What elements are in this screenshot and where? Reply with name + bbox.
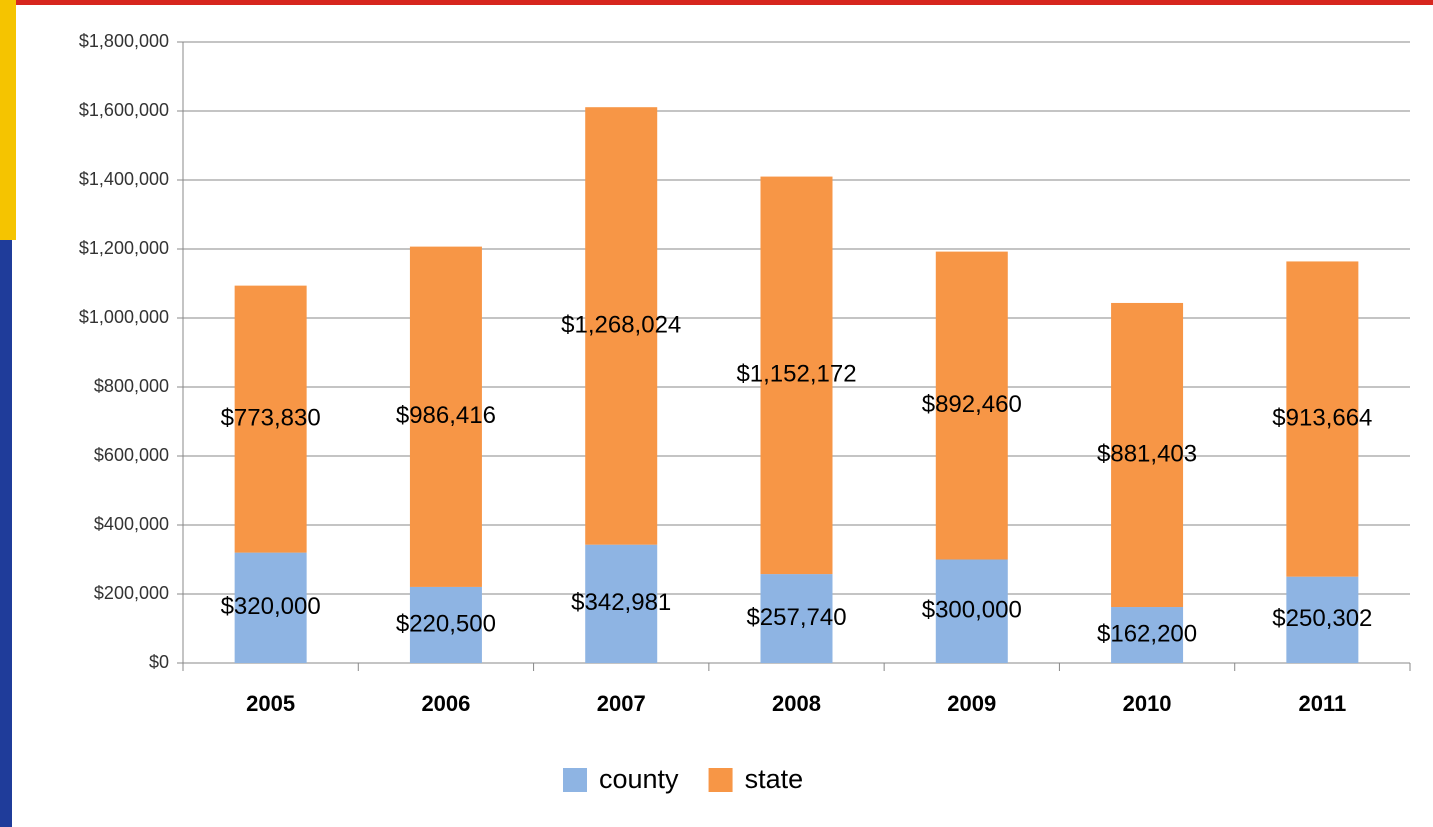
y-tick-label: $1,200,000 [79,238,169,258]
bar-segment [234,552,307,663]
bar-segment [1286,261,1359,577]
bar-segment [935,559,1008,663]
left-border-bottom [0,240,12,827]
y-tick-label: $200,000 [94,583,169,603]
x-tick-label: 2009 [947,691,996,716]
data-label: $1,152,172 [736,361,856,388]
x-tick-label: 2011 [1298,691,1346,716]
data-label: $913,664 [1272,404,1372,431]
left-border-top [0,0,16,240]
y-tick-label: $600,000 [94,445,169,465]
bar-segment [585,544,658,663]
legend-label: state [745,764,804,794]
y-tick-label: $400,000 [94,514,169,534]
x-tick-label: 2007 [597,691,646,716]
bar-segment [1111,302,1184,608]
data-label: $986,416 [396,402,496,429]
data-label: $342,981 [571,589,671,616]
y-tick-label: $1,400,000 [79,169,169,189]
bar-segment [1286,576,1359,663]
data-label: $773,830 [221,404,321,431]
data-label: $220,500 [396,610,496,637]
y-tick-label: $800,000 [94,376,169,396]
data-label: $257,740 [746,604,846,631]
data-label: $320,000 [221,593,321,620]
legend-swatch [563,768,587,792]
data-label: $300,000 [922,597,1022,624]
top-border [0,0,1433,5]
bar-segment [585,107,658,545]
data-label: $892,460 [922,391,1022,418]
legend-swatch [708,768,733,792]
x-tick-label: 2005 [246,691,295,716]
y-tick-label: $1,800,000 [79,31,169,51]
x-tick-label: 2006 [421,691,470,716]
x-tick-label: 2010 [1123,691,1172,716]
x-tick-label: 2008 [772,691,821,716]
data-label: $162,200 [1097,620,1197,647]
legend-label: county [599,764,679,794]
y-tick-label: $1,600,000 [79,100,169,120]
y-tick-label: $1,000,000 [79,307,169,327]
bar-segment [409,246,482,587]
bar-segment [760,176,833,575]
bar-segment [409,586,482,663]
data-label: $250,302 [1272,605,1372,632]
bar-segment [760,574,833,663]
data-label: $1,268,024 [561,311,681,338]
bar-segment [234,285,307,553]
bar-segment [935,251,1008,560]
bar-segment [1111,607,1184,663]
data-label: $881,403 [1097,440,1197,467]
y-tick-label: $0 [149,652,169,672]
